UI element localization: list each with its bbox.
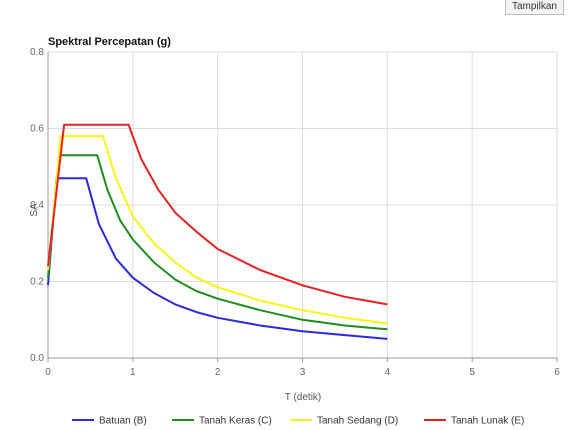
x-tick-labels: 0 1 2 3 4 5 6 [45,367,560,378]
x-tick-label: 4 [385,367,391,378]
legend: Batuan (B) Tanah Keras (C) Tanah Sedang (D… [72,416,524,427]
y-tick-label: 0.6 [30,124,44,135]
legend-label-2: Tanah Sedang (D) [317,416,398,427]
x-tick-label: 5 [469,367,475,378]
series-line-2 [47,135,388,325]
y-tick-label: 0.4 [30,200,44,211]
x-tick-label: 0 [45,367,51,378]
legend-label-3: Tanah Lunak (E) [451,416,524,427]
chart-title: Spektral Percepatan (g) [48,36,171,48]
legend-label-1: Tanah Keras (C) [199,416,272,427]
grid [48,51,558,358]
x-tick-label: 6 [554,367,560,378]
x-tick-label: 1 [130,367,136,378]
series-line-1 [47,154,388,331]
y-tick-label: 0.0 [30,353,44,364]
y-axis-label: SA [29,203,40,217]
y-tick-label: 0.2 [30,277,44,288]
series-line-0 [47,177,388,340]
show-button[interactable]: Tampilkan [504,0,564,15]
y-tick-labels: 0.0 0.2 0.4 0.6 0.8 [30,47,44,364]
series-lines [47,123,388,340]
series-line-3 [47,123,388,306]
x-tick-label: 2 [215,367,221,378]
x-axis-label: T (detik) [285,392,322,403]
y-tick-label: 0.8 [30,47,44,58]
x-tick-label: 3 [300,367,306,378]
legend-label-0: Batuan (B) [99,416,147,427]
axes [47,52,558,362]
